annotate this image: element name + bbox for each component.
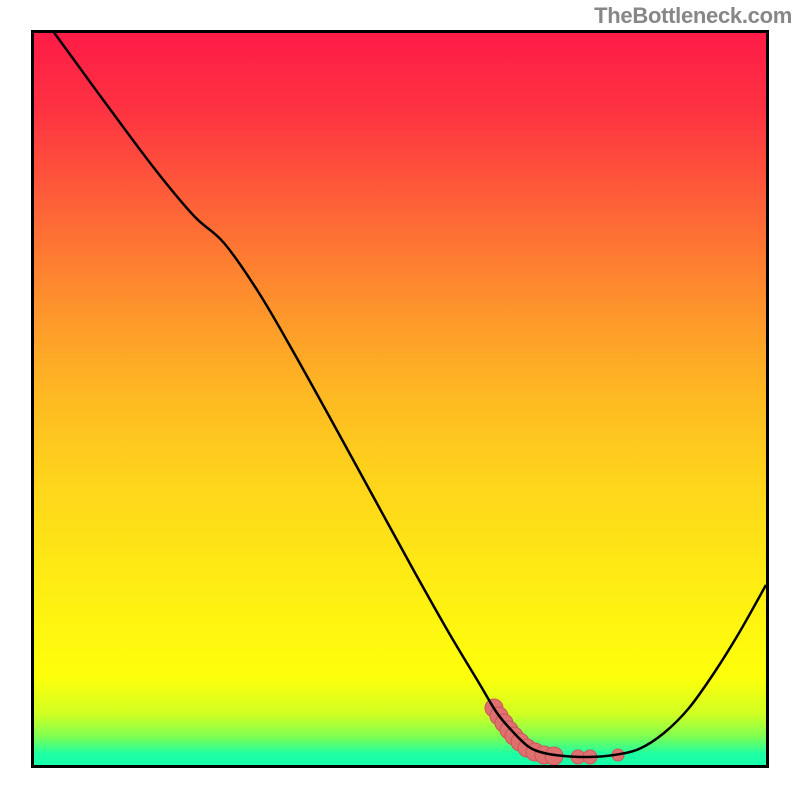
chart-overlay	[34, 33, 766, 765]
bottleneck-curve	[34, 33, 766, 757]
watermark-text: TheBottleneck.com	[594, 3, 792, 29]
plot-area	[31, 30, 769, 768]
image-root: TheBottleneck.com	[0, 0, 800, 800]
